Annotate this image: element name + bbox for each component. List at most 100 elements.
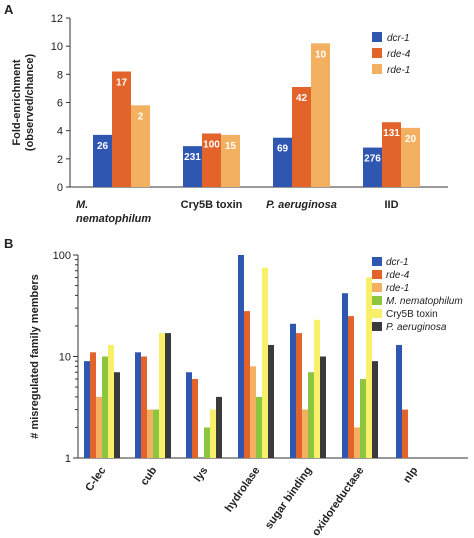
data-label-a: 15 (225, 141, 237, 152)
y-tick-label-a: 10 (51, 41, 63, 53)
data-label-a: 100 (203, 139, 220, 150)
legend-label-b: dcr-1 (386, 257, 409, 268)
data-label-a: 131 (383, 128, 400, 139)
bar-b (290, 323, 296, 458)
data-label-a: 26 (97, 141, 109, 152)
chart-a: 0 2 4 6 8 10 12 Fold-enrichment(observed/chance… (11, 13, 448, 225)
bar-b (250, 366, 256, 458)
legend-label-b: rde-1 (386, 283, 409, 294)
y-tick-label-a: 0 (57, 182, 63, 194)
legend-label-b: M. nematophilum (386, 296, 463, 307)
bar-b (96, 396, 102, 458)
y-tick-label-a: 6 (57, 98, 63, 110)
bar-a (183, 146, 202, 187)
category-label-a-line2: nematophilum (76, 213, 151, 225)
bar-b (135, 352, 141, 458)
y-tick-label-b: 100 (53, 250, 71, 262)
legend-label-a: rde-4 (387, 49, 411, 60)
bar-b (102, 356, 108, 458)
legend-swatch-a (372, 64, 382, 74)
data-label-a: 20 (405, 134, 417, 145)
category-label-b: oxidoreductase (310, 465, 366, 538)
legend-swatch-b (372, 309, 382, 318)
bar-b (296, 333, 302, 458)
legend-swatch-b (372, 257, 382, 266)
bar-b (84, 361, 90, 458)
category-label-b: cub (138, 465, 159, 488)
legend-label-a: rde-1 (387, 65, 410, 76)
y-axis-label-b: # misregulated family members (29, 274, 41, 438)
bar-a (93, 134, 112, 187)
bar-b (342, 293, 348, 458)
category-label-a: Cry5B toxin (181, 199, 243, 211)
category-label-a: M. (76, 199, 88, 211)
bar-b (402, 409, 408, 458)
category-label-b: sugar binding (263, 465, 315, 531)
bar-b (159, 333, 165, 458)
bar-a (363, 147, 382, 187)
bar-a (112, 71, 131, 187)
data-label-a: 2 (138, 111, 144, 122)
legend-swatch-b (372, 283, 382, 292)
legend-label-a: dcr-1 (387, 33, 410, 44)
category-label-b: nlp (401, 465, 420, 486)
bar-b (165, 333, 171, 458)
data-label-a: 231 (184, 152, 201, 163)
y-tick-label-a: 2 (57, 154, 63, 166)
bar-a (221, 134, 240, 187)
data-label-a: 17 (116, 78, 128, 89)
category-label-a: IID (384, 199, 398, 211)
bar-a (273, 137, 292, 187)
bar-b (204, 427, 210, 458)
category-label-b: hydrolase (223, 465, 263, 514)
y-tick-label-a: 4 (57, 126, 63, 138)
legend-swatch-b (372, 270, 382, 279)
category-label-a: P. aeruginosa (266, 199, 337, 211)
legend-swatch-b (372, 296, 382, 305)
legend-label-b: P. aeruginosa (386, 322, 447, 333)
y-tick-label-a: 8 (57, 69, 63, 81)
bar-b (238, 255, 244, 458)
bar-b (114, 372, 120, 458)
bar-b (348, 316, 354, 458)
y-tick-label-b: 10 (59, 352, 71, 364)
bar-a (311, 43, 330, 187)
category-label-b: lys (192, 465, 211, 484)
y-tick-label-a: 12 (51, 13, 63, 25)
panel-letter-a: A (4, 2, 14, 17)
y-axis-label-a: Fold-enrichment(observed/chance) (11, 54, 36, 152)
bar-b (308, 372, 314, 458)
bar-a (202, 133, 221, 187)
legend-label-b: Cry5B toxin (386, 309, 438, 320)
bar-b (360, 379, 366, 458)
bar-b (354, 427, 360, 458)
bar-b (108, 344, 114, 458)
bar-b (210, 409, 216, 458)
legend-label-b: rde-4 (386, 270, 410, 281)
data-label-a: 10 (315, 49, 327, 60)
bar-b (314, 319, 320, 458)
bar-a (131, 105, 150, 187)
bar-b (302, 409, 308, 458)
legend-swatch-a (372, 32, 382, 42)
bar-a (382, 122, 401, 187)
bar-b (216, 396, 222, 458)
bar-b (262, 267, 268, 458)
panel-letter-b: B (4, 236, 13, 251)
bar-b (366, 277, 372, 458)
data-label-a: 42 (296, 93, 308, 104)
bar-a (401, 127, 420, 187)
bar-b (256, 396, 262, 458)
y-tick-label-b: 1 (65, 453, 71, 465)
bar-b (396, 344, 402, 458)
bar-b (320, 356, 326, 458)
bar-b (268, 344, 274, 458)
legend-swatch-b (372, 322, 382, 331)
bar-a (292, 87, 311, 187)
bar-b (147, 409, 153, 458)
chart-b: 1 10 100 # misregulated family members C-lec… (29, 250, 468, 538)
bar-b (90, 352, 96, 458)
bar-b (141, 356, 147, 458)
bar-b (244, 311, 250, 458)
